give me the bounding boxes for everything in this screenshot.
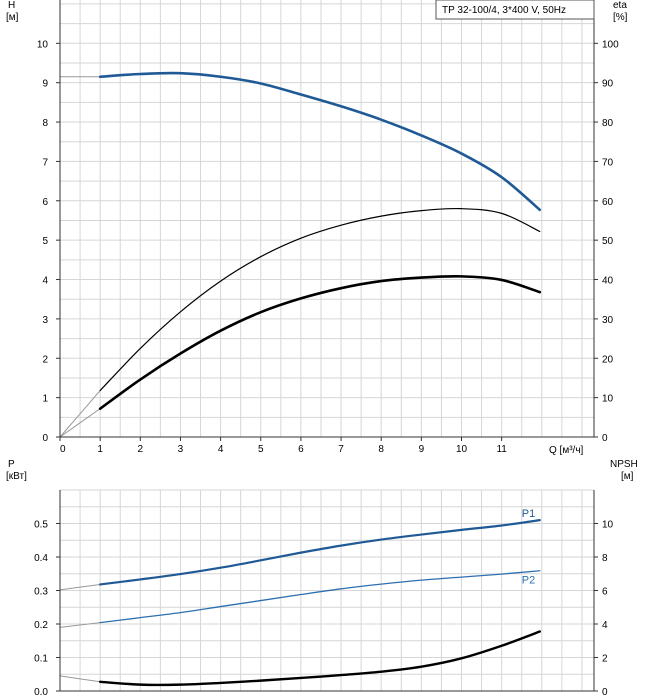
top-right-axis-title-line1: eta — [613, 0, 627, 11]
top-left-axis-title-line2: [м] — [6, 12, 19, 23]
series-label-p2: P2 — [522, 575, 535, 587]
x-tick-label: 4 — [218, 444, 224, 455]
bottom-series-group — [59, 519, 541, 687]
bottom-y-right-tick-label: 8 — [602, 553, 608, 564]
bottom-series-0-extension — [59, 583, 101, 591]
y-right-tick-label: 100 — [602, 39, 619, 50]
chart-title-box — [435, 0, 595, 20]
top-axes — [59, 0, 595, 438]
chart-title: TP 32-100/4, 3*400 V, 50Hz — [442, 5, 566, 16]
top-series-group — [59, 71, 542, 438]
top-right-axis-title-line2: [%] — [613, 12, 628, 23]
bottom-y-right-tick-label: 6 — [602, 587, 608, 598]
x-tick-label: 7 — [338, 444, 344, 455]
top-series-2-extension — [59, 408, 101, 438]
bottom-y-right-tick-label: 4 — [602, 620, 608, 631]
bottom-y-left-tick-label: 0.3 — [34, 587, 48, 598]
bottom-y-right-tick-label: 2 — [602, 654, 608, 665]
x-tick-label: 8 — [378, 444, 384, 455]
y-left-tick-label: 1 — [42, 394, 48, 405]
bottom-y-right-tick-label: 0 — [602, 687, 608, 698]
y-right-tick-label: 0 — [602, 433, 608, 444]
y-right-tick-label: 90 — [602, 79, 614, 90]
bottom-right-axis-title-line1: NPSH — [610, 459, 638, 470]
x-tick-label: 9 — [419, 444, 425, 455]
top-series-0-line — [98, 71, 542, 212]
top-series-1-line — [99, 207, 541, 392]
bottom-series-labels: P1 P2 — [522, 508, 535, 587]
x-tick-label: 0 — [60, 444, 66, 455]
bottom-right-axis-title-line2: [м] — [621, 471, 634, 482]
x-tick-label: 6 — [298, 444, 304, 455]
bottom-y-left-tick-label: 0.5 — [34, 520, 48, 531]
y-left-tick-label: 2 — [42, 354, 48, 365]
bottom-left-axis-title-line2: [кВт] — [6, 471, 27, 482]
y-left-tick-label: 3 — [42, 315, 48, 326]
x-tick-label: 11 — [496, 444, 507, 455]
top-series-2-line — [98, 274, 542, 410]
y-right-tick-label: 70 — [602, 157, 614, 168]
y-left-tick-label: 6 — [42, 197, 48, 208]
y-right-tick-label: 50 — [602, 236, 614, 247]
bottom-y-left-tick-label: 0.1 — [34, 654, 48, 665]
bottom-y-left-tick-label: 0.4 — [34, 553, 48, 564]
y-right-tick-label: 80 — [602, 118, 614, 129]
y-left-tick-label: 9 — [42, 79, 48, 90]
head-efficiency-panel: 0 1 2 3 4 5 6 7 8 9 10 1101234567891001020304050607… — [6, 0, 628, 456]
power-npsh-panel: 0.0 0.1 0.2 0.3 0.4 0.5 0 2 4 6 8 10 P [кВт] NPSH [… — [6, 459, 638, 698]
x-tick-label: 1 — [97, 444, 103, 455]
y-left-tick-label: 5 — [42, 236, 48, 247]
bottom-y-left-tick-label: 0.2 — [34, 620, 48, 631]
x-axis-title: Q [м³/ч] — [549, 445, 584, 456]
bottom-series-0-line — [99, 519, 541, 586]
bottom-y-right-tick-label: 10 — [602, 520, 614, 531]
top-series-1-extension — [59, 390, 101, 438]
bottom-series-1-extension — [59, 622, 101, 628]
y-left-tick-label: 10 — [37, 39, 49, 50]
y-right-tick-label: 20 — [602, 354, 614, 365]
bottom-series-1-line — [99, 570, 541, 624]
bottom-series-2-line — [98, 630, 541, 687]
x-tick-label: 5 — [258, 444, 264, 455]
bottom-left-axis-title-line1: P — [8, 459, 15, 470]
y-right-tick-label: 40 — [602, 276, 614, 287]
series-label-p1: P1 — [522, 508, 535, 520]
y-right-tick-label: 30 — [602, 315, 614, 326]
bottom-y-left-tick-label: 0.0 — [34, 687, 48, 698]
x-tick-label: 10 — [456, 444, 468, 455]
top-tick-labels: 0 1 2 3 4 5 6 7 8 9 10 1101234567891001020304050607… — [37, 39, 619, 455]
y-left-tick-label: 0 — [42, 433, 48, 444]
x-tick-label: 3 — [178, 444, 184, 455]
bottom-tick-labels: 0.0 0.1 0.2 0.3 0.4 0.5 0 2 4 6 8 10 — [34, 520, 613, 699]
y-right-tick-label: 60 — [602, 197, 614, 208]
y-left-tick-label: 7 — [42, 157, 48, 168]
top-left-axis-title-line1: H — [8, 0, 15, 11]
y-left-tick-label: 4 — [42, 276, 48, 287]
bottom-series-2-extension — [59, 675, 101, 683]
y-left-tick-label: 8 — [42, 118, 48, 129]
x-tick-label: 2 — [138, 444, 144, 455]
y-right-tick-label: 10 — [602, 394, 614, 405]
